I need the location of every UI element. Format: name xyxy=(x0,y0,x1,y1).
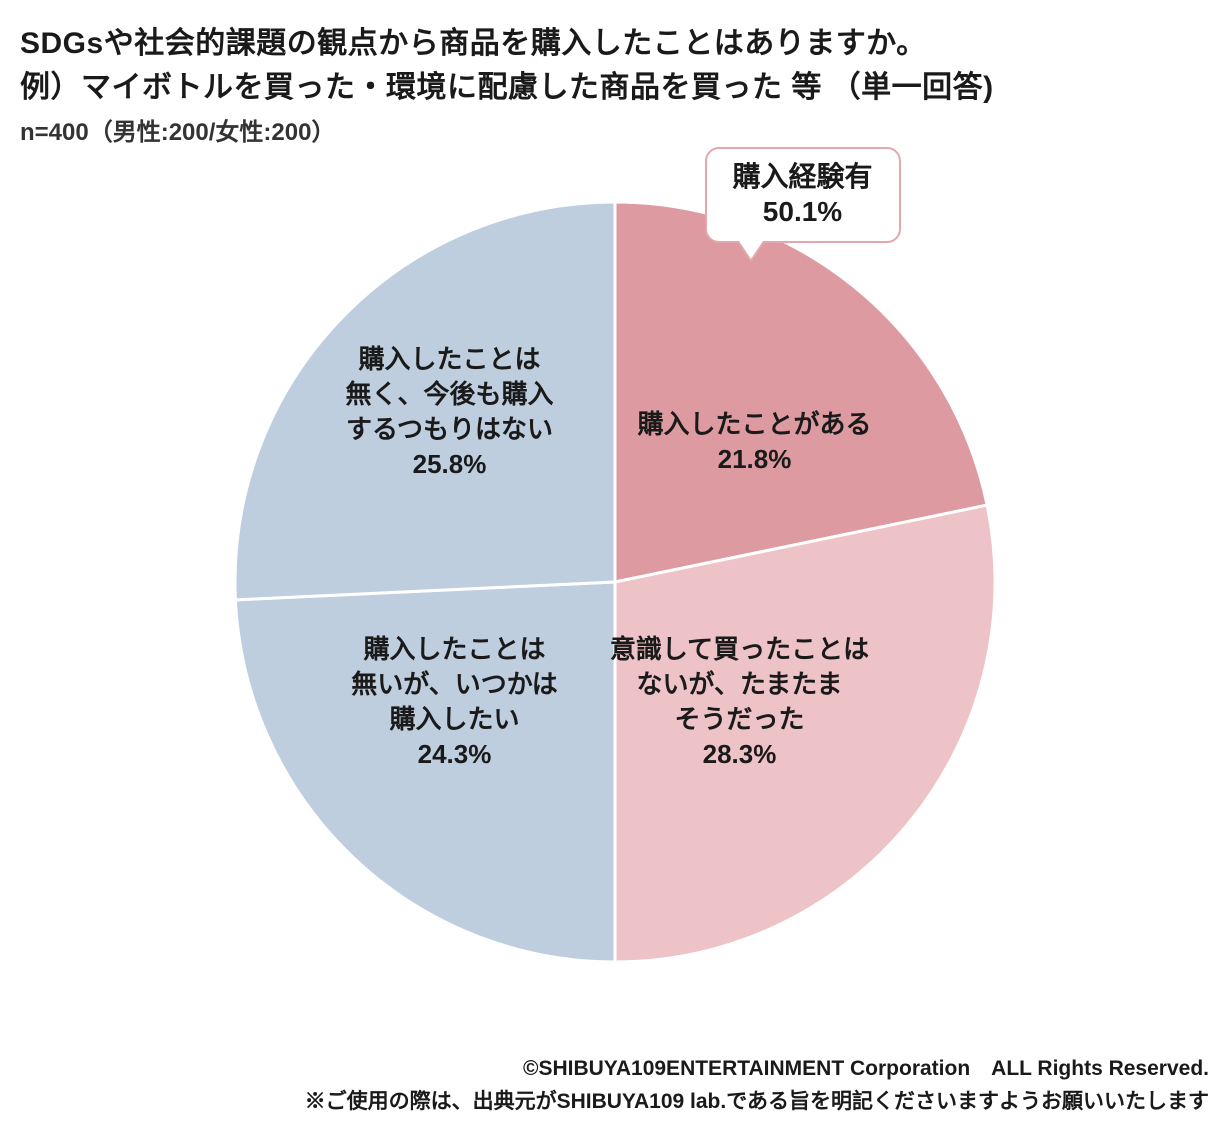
footer-credits: ©SHIBUYA109ENTERTAINMENT Corporation ALL… xyxy=(305,1052,1209,1119)
chart-header: SDGsや社会的課題の観点から商品を購入したことはありますか。 例）マイボトルを… xyxy=(0,0,1229,147)
copyright-line: ©SHIBUYA109ENTERTAINMENT Corporation ALL… xyxy=(305,1052,1209,1086)
callout-line-1: 購入経験有 xyxy=(733,159,873,194)
slice-label-s2: 意識して買ったことはないが、たまたまそうだった28.3% xyxy=(610,632,869,772)
callout-badge: 購入経験有 50.1% xyxy=(705,147,901,243)
pie-chart: 購入経験有 50.1% 購入したことがある21.8%意識して買ったことはないが、… xyxy=(235,202,995,962)
title-line-2: 例）マイボトルを買った・環境に配慮した商品を買った 等 （単一回答) xyxy=(20,62,1209,106)
pie-svg xyxy=(235,202,995,962)
attribution-line: ※ご使用の際は、出典元がSHIBUYA109 lab.である旨を明記くださいます… xyxy=(305,1085,1209,1119)
pie-chart-container: 購入経験有 50.1% 購入したことがある21.8%意識して買ったことはないが、… xyxy=(0,202,1229,962)
slice-label-s3: 購入したことは無いが、いつかは購入したい24.3% xyxy=(351,632,557,772)
callout-line-2: 50.1% xyxy=(733,194,873,229)
sample-size: n=400（男性:200/女性:200） xyxy=(20,112,1209,147)
slice-label-s4: 購入したことは無く、今後も購入するつもりはない25.8% xyxy=(345,342,553,482)
slice-label-s1: 購入したことがある21.8% xyxy=(637,407,871,477)
title-line-1: SDGsや社会的課題の観点から商品を購入したことはありますか。 xyxy=(20,18,1209,62)
